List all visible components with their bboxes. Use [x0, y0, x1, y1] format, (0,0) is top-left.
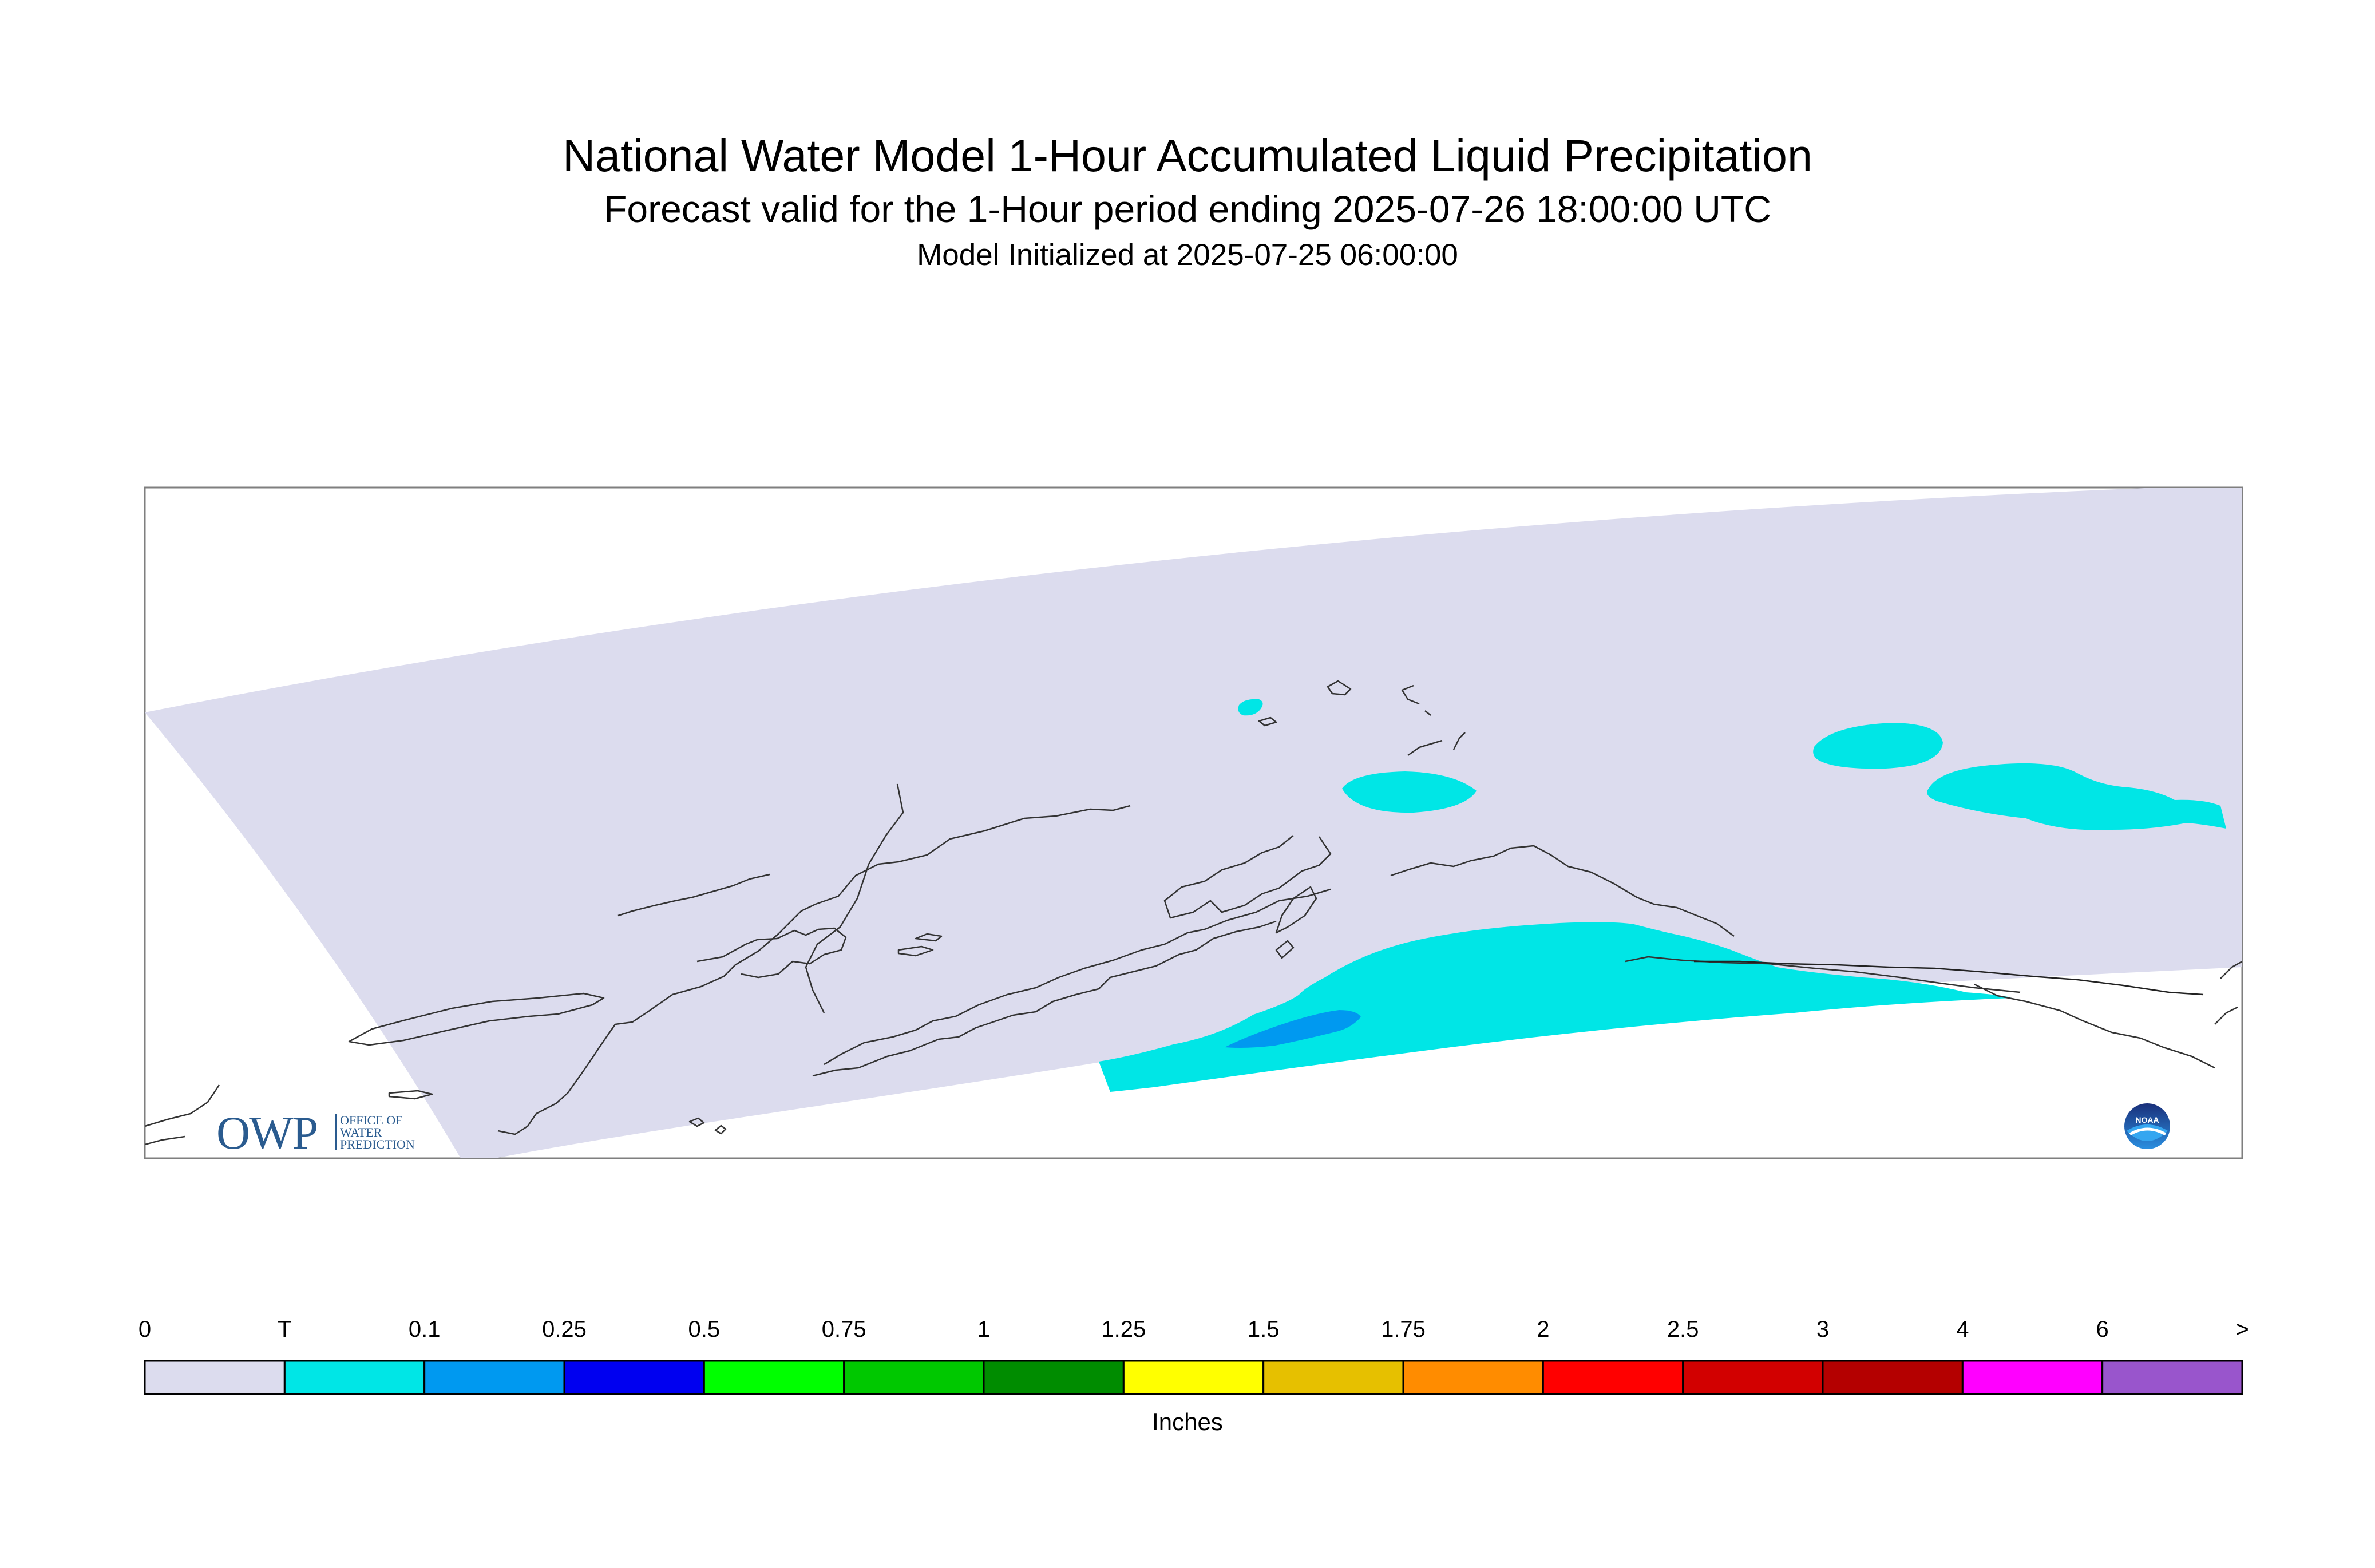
colorbar-swatch — [563, 1360, 705, 1395]
noaa-logo-text: NOAA — [2135, 1115, 2159, 1124]
coastline-kuskokwim — [696, 927, 847, 979]
colorbar-tick-label: T — [278, 1317, 292, 1342]
coastline-seward-peninsula — [618, 873, 770, 917]
precip-region-trace — [1099, 922, 2012, 1092]
model-initialized-subtitle: Model Initialized at 2025-07-25 06:00:00 — [917, 238, 1458, 272]
coastline-peninsula-detail — [1401, 684, 1466, 757]
coastline-canada-east — [2214, 960, 2242, 1025]
colorbar-swatch — [1262, 1360, 1404, 1395]
colorbar-swatch — [843, 1360, 985, 1395]
map-title: National Water Model 1-Hour Accumulated … — [563, 130, 1812, 181]
colorbar-tick-label: 1.25 — [1101, 1317, 1146, 1342]
colorbar-swatch — [983, 1360, 1125, 1395]
coastline-kamchatka-edge — [145, 1084, 220, 1146]
colorbar-tick-label: 1 — [977, 1317, 991, 1342]
coastline-gulf-coast — [1625, 956, 2021, 993]
coastline-se-alaska — [1974, 983, 2215, 1069]
precip-region-trace — [1813, 723, 1943, 769]
precip-region-trace — [1238, 699, 1263, 716]
coastline-kodiak — [1275, 886, 1317, 959]
us-canada-border — [1694, 960, 2204, 996]
coastline-mainland-west — [497, 805, 1131, 1135]
colorbar-tick-label: 0.75 — [821, 1317, 866, 1342]
coastline-bering-islands — [1258, 680, 1352, 727]
colorbar-unit-label: Inches — [1152, 1408, 1223, 1435]
trace-precip-regions — [1099, 699, 2226, 1092]
colorbar-tick-label: 4 — [1956, 1317, 1969, 1342]
colorbar-swatch — [1961, 1360, 2104, 1395]
coastline-small-islands — [388, 1090, 727, 1135]
colorbar-swatch — [144, 1360, 286, 1395]
coastline-norton-sound — [348, 992, 605, 1046]
colorbar-swatch — [1822, 1360, 1964, 1395]
colorbar-tick-label: 6 — [2096, 1317, 2109, 1342]
colorbar-swatch — [1402, 1360, 1544, 1395]
noaa-logo: NOAA — [2124, 1103, 2170, 1149]
colorbar-swatch — [423, 1360, 565, 1395]
owp-logo-text: OWP — [216, 1107, 318, 1159]
colorbar-tick-label: 1.75 — [1381, 1317, 1426, 1342]
precip-region-trace — [1342, 771, 1477, 813]
colorbar — [144, 1360, 2243, 1395]
precip-region-0.1 — [1225, 1010, 1361, 1048]
colorbar-swatch — [283, 1360, 426, 1395]
colorbar-swatch — [1542, 1360, 1684, 1395]
colorbar-tick-label: 2 — [1537, 1317, 1550, 1342]
coastline-lake-clark — [915, 933, 943, 942]
owp-logo-subtext: OFFICE OF WATER PREDICTION — [335, 1114, 415, 1151]
colorbar-tick-label: 1.5 — [1247, 1317, 1280, 1342]
forecast-valid-subtitle: Forecast valid for the 1-Hour period end… — [604, 188, 1771, 230]
coastlines — [145, 680, 2242, 1146]
colorbar-tick-label: > — [2235, 1317, 2249, 1342]
colorbar-tick-label: 0.5 — [688, 1317, 721, 1342]
colorbar-tick-label: 3 — [1816, 1317, 1830, 1342]
coastline-bristol-bay — [812, 920, 1277, 1077]
colorbar-tick-label: 0 — [138, 1317, 152, 1342]
coastline-alaska-range — [805, 783, 904, 1013]
colorbar-tick-label: 0.1 — [408, 1317, 441, 1342]
coastline-lake-iliamna — [897, 945, 934, 957]
colorbar-swatch — [1682, 1360, 1824, 1395]
coastline-prince-william — [1390, 845, 1735, 937]
colorbar-tick-label: 0.25 — [542, 1317, 587, 1342]
colorbar-tick-label: 2.5 — [1667, 1317, 1699, 1342]
coastline-alaska-peninsula — [824, 888, 1331, 1066]
colorbar-swatch — [703, 1360, 845, 1395]
precip-region-trace — [1927, 763, 2226, 830]
colorbar-swatch — [2101, 1360, 2243, 1395]
owp-logo: OWP OFFICE OF WATER PREDICTION — [216, 1107, 434, 1159]
coastline-kenai — [1163, 835, 1332, 919]
colorbar-swatch — [1122, 1360, 1265, 1395]
